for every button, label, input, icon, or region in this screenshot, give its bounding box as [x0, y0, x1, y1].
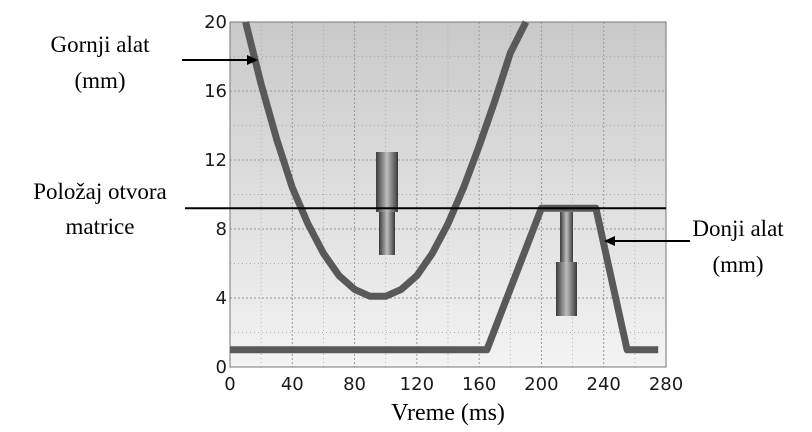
- plot-frame: [229, 21, 667, 368]
- x-tick-label: 40: [281, 374, 304, 395]
- callout-die-opening-line1: Položaj otvora: [33, 179, 167, 204]
- x-tick-label: 200: [524, 374, 558, 395]
- y-tick-label: 4: [216, 288, 227, 309]
- x-tick-label: 120: [400, 374, 434, 395]
- callout-die-opening: Položaj otvora matrice: [33, 179, 167, 239]
- y-tick-label: 20: [204, 12, 227, 33]
- callout-lower-tool: Donji alat (mm): [604, 216, 784, 277]
- lower-tool-icon: [556, 212, 577, 316]
- y-tick-label: 12: [204, 150, 227, 171]
- series-upper-tool-line: [242, 20, 530, 300]
- callout-upper-tool-arrowhead: [247, 55, 258, 65]
- callout-upper-tool-line2: (mm): [74, 68, 125, 93]
- y-tick-label: 0: [216, 357, 227, 378]
- callout-lower-tool-arrowhead: [604, 236, 615, 246]
- upper-tool-icon: [376, 152, 398, 255]
- callout-upper-tool-line1: Gornji alat: [51, 32, 151, 57]
- tick-labels: 0 40 80 120 160 200 240 280 0 4 8 12 16 20: [204, 12, 683, 395]
- x-tick-label: 80: [343, 374, 366, 395]
- x-tick-label: 160: [462, 374, 496, 395]
- callout-lower-tool-line2: (mm): [712, 252, 763, 277]
- y-tick-label: 8: [216, 219, 227, 240]
- x-tick-label: 240: [587, 374, 621, 395]
- callout-die-opening-line2: matrice: [66, 214, 135, 239]
- x-tick-label: 0: [224, 374, 235, 395]
- x-axis-title: Vreme (ms): [391, 400, 505, 426]
- x-tick-label: 280: [649, 374, 683, 395]
- callout-upper-tool: Gornji alat (mm): [51, 32, 258, 93]
- y-tick-label: 16: [204, 81, 227, 102]
- callout-lower-tool-line1: Donji alat: [692, 216, 784, 241]
